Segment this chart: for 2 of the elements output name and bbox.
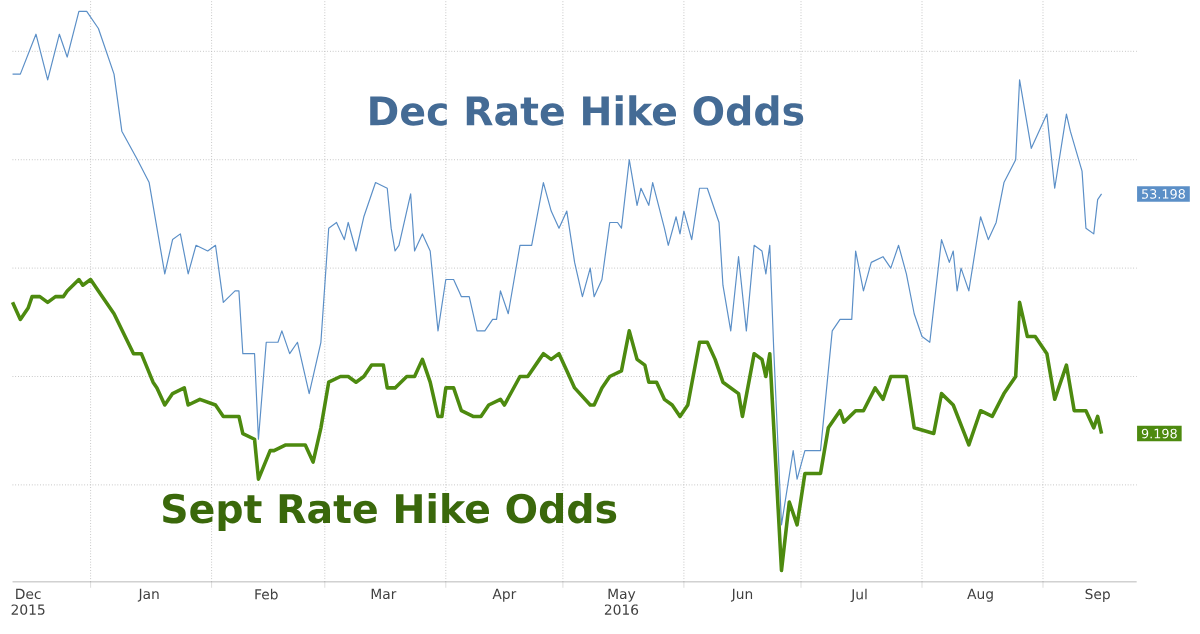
text: Sept Rate Hike Odds: [163, 493, 617, 532]
series-label: Dec Rate Hike Odds: [370, 95, 804, 127]
